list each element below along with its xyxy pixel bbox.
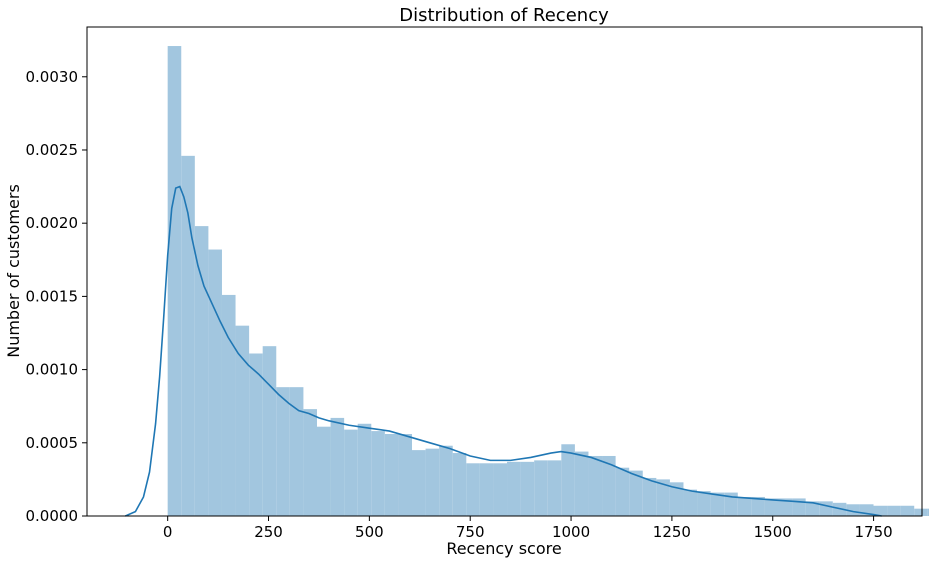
histogram-bar xyxy=(384,434,399,516)
y-tick-label: 0.0005 xyxy=(26,434,79,452)
histogram-bar xyxy=(819,501,833,516)
x-tick-label: 500 xyxy=(355,523,384,541)
histogram-bar xyxy=(344,429,358,516)
x-axis-label: Recency score xyxy=(446,539,561,558)
x-tick-label: 0 xyxy=(163,523,173,541)
histogram-bar xyxy=(276,387,290,516)
histogram-bar xyxy=(615,467,630,516)
histogram-bar xyxy=(194,226,209,516)
histogram-bar xyxy=(914,508,928,516)
histogram-bar xyxy=(330,417,345,516)
histogram-bar xyxy=(167,46,182,517)
histogram-bar xyxy=(927,508,929,516)
histogram-bar xyxy=(303,409,317,516)
histogram-bar xyxy=(520,461,535,516)
x-tick-label: 1000 xyxy=(552,523,590,541)
histogram-bar xyxy=(873,505,888,516)
histogram-bar xyxy=(466,463,480,516)
y-tick-label: 0.0010 xyxy=(26,361,79,379)
histogram-bar xyxy=(669,482,684,516)
y-tick-label: 0.0000 xyxy=(26,507,79,525)
histogram-bar xyxy=(262,346,277,516)
histogram-bar xyxy=(710,492,725,516)
y-tick-label: 0.0015 xyxy=(26,287,79,305)
histogram-bar xyxy=(805,501,820,516)
x-tick-label: 1250 xyxy=(653,523,691,541)
histogram-bar xyxy=(724,492,738,516)
histogram-bar xyxy=(588,455,603,516)
histogram-bar xyxy=(289,387,304,516)
histogram-bar xyxy=(507,461,521,516)
histogram-bars xyxy=(167,46,929,517)
histogram-bar xyxy=(561,444,575,516)
histogram-bar xyxy=(683,489,698,516)
x-tick-label: 1500 xyxy=(754,523,792,541)
histogram-bar xyxy=(412,450,426,516)
histogram-bar xyxy=(398,434,413,516)
histogram-bar xyxy=(316,426,331,516)
histogram-bar xyxy=(846,504,860,516)
kde-curve xyxy=(125,185,882,517)
histogram-bar xyxy=(547,460,562,516)
histogram-bar xyxy=(439,445,453,516)
histogram-bar xyxy=(778,498,793,516)
histogram-bar xyxy=(479,463,494,516)
histogram-bar xyxy=(235,325,250,516)
histogram-bar xyxy=(357,423,372,516)
histogram-bar xyxy=(371,431,385,516)
histogram-bar xyxy=(859,504,874,516)
y-tick-label: 0.0030 xyxy=(26,68,79,86)
histogram-bar xyxy=(249,353,263,516)
histogram-bar xyxy=(493,463,508,516)
y-tick-label: 0.0020 xyxy=(26,214,79,232)
histogram-bar xyxy=(737,496,752,516)
histogram-bar xyxy=(697,491,711,516)
histogram-bar xyxy=(656,479,670,516)
histogram-bar xyxy=(751,496,765,516)
histogram-bar xyxy=(452,453,467,516)
y-axis-label: Number of customers xyxy=(4,184,23,358)
histogram-bar xyxy=(887,505,901,516)
y-tick-label: 0.0025 xyxy=(26,141,79,159)
histogram-bar xyxy=(629,470,643,516)
x-tick-label: 250 xyxy=(254,523,283,541)
plot-frame xyxy=(86,26,923,517)
histogram-bar xyxy=(642,477,657,516)
x-tick-label: 1750 xyxy=(855,523,893,541)
histogram-bar xyxy=(574,451,589,516)
histogram-bar xyxy=(534,460,548,516)
histogram-bar xyxy=(221,294,236,516)
chart-title: Distribution of Recency xyxy=(399,5,609,26)
histogram-bar xyxy=(602,455,616,516)
histogram-bar xyxy=(425,448,440,516)
histogram-bar xyxy=(181,155,195,516)
x-tick-label: 750 xyxy=(456,523,485,541)
y-axis: 0.0000 0.0005 0.0010 0.0015 0.0020 0.0025 0.00… xyxy=(26,68,87,525)
histogram-bar xyxy=(900,505,915,516)
x-axis: 0 250 500 750 1000 1250 1500 1750 xyxy=(163,516,893,541)
histogram-bar xyxy=(208,249,222,516)
histogram-bar xyxy=(764,498,779,516)
